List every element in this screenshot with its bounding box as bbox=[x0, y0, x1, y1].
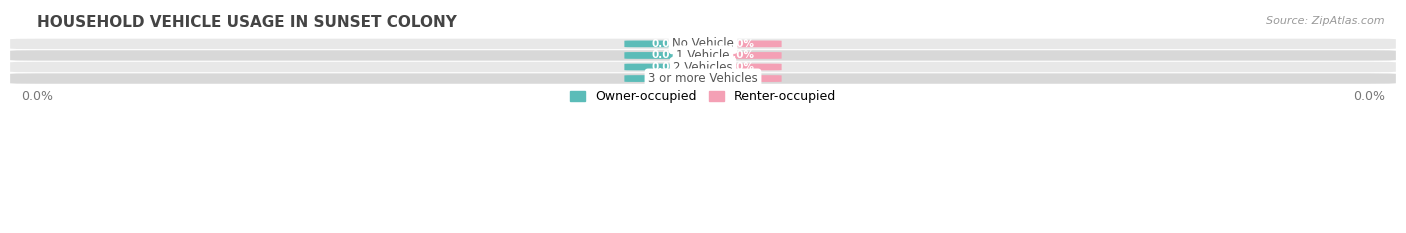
FancyBboxPatch shape bbox=[10, 50, 1396, 61]
FancyBboxPatch shape bbox=[624, 41, 709, 47]
Text: 0.0%: 0.0% bbox=[725, 39, 754, 49]
Text: 0.0%: 0.0% bbox=[725, 51, 754, 60]
Text: Source: ZipAtlas.com: Source: ZipAtlas.com bbox=[1267, 16, 1385, 26]
FancyBboxPatch shape bbox=[10, 73, 1396, 84]
FancyBboxPatch shape bbox=[697, 64, 782, 70]
Text: 0.0%: 0.0% bbox=[652, 39, 681, 49]
Text: 0.0%: 0.0% bbox=[652, 51, 681, 60]
Text: 0.0%: 0.0% bbox=[652, 74, 681, 84]
FancyBboxPatch shape bbox=[624, 75, 709, 82]
Text: 3 or more Vehicles: 3 or more Vehicles bbox=[648, 72, 758, 85]
FancyBboxPatch shape bbox=[697, 52, 782, 59]
Text: 2 Vehicles: 2 Vehicles bbox=[673, 61, 733, 73]
Text: 0.0%: 0.0% bbox=[725, 74, 754, 84]
Text: HOUSEHOLD VEHICLE USAGE IN SUNSET COLONY: HOUSEHOLD VEHICLE USAGE IN SUNSET COLONY bbox=[37, 15, 457, 30]
Text: 1 Vehicle: 1 Vehicle bbox=[676, 49, 730, 62]
FancyBboxPatch shape bbox=[10, 62, 1396, 72]
FancyBboxPatch shape bbox=[10, 39, 1396, 49]
FancyBboxPatch shape bbox=[624, 64, 709, 70]
Legend: Owner-occupied, Renter-occupied: Owner-occupied, Renter-occupied bbox=[565, 85, 841, 108]
Text: No Vehicle: No Vehicle bbox=[672, 37, 734, 50]
Text: 0.0%: 0.0% bbox=[725, 62, 754, 72]
FancyBboxPatch shape bbox=[624, 52, 709, 59]
Text: 0.0%: 0.0% bbox=[652, 62, 681, 72]
FancyBboxPatch shape bbox=[697, 75, 782, 82]
FancyBboxPatch shape bbox=[697, 41, 782, 47]
